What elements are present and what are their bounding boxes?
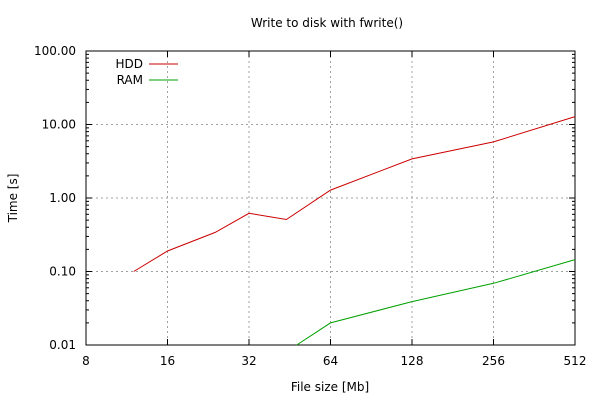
x-tick-label: 32: [241, 354, 256, 368]
series-line-ram: [296, 259, 576, 346]
axes: 8 16 32 64 128 256 512 0.01 0.10 1.00 10.00 100.00: [34, 44, 586, 368]
y-tick-label: 0.01: [49, 338, 76, 352]
y-tick-label: 0.10: [49, 265, 76, 279]
y-tick-label: 10.00: [42, 118, 76, 132]
y-tick-label: 1.00: [49, 191, 76, 205]
y-tick-label: 100.00: [34, 44, 76, 58]
x-tick-label: 256: [482, 354, 505, 368]
grid: [86, 51, 575, 345]
plot-series: [133, 116, 576, 346]
legend: HDD RAM: [115, 57, 178, 87]
chart-title: Write to disk with fwrite(): [251, 16, 403, 30]
x-tick-label: 64: [323, 354, 338, 368]
series-line-hdd: [133, 116, 576, 272]
x-axis-label: File size [Mb]: [291, 380, 369, 394]
x-tick-label: 16: [160, 354, 175, 368]
x-tick-label: 512: [564, 354, 587, 368]
x-tick-label: 8: [82, 354, 90, 368]
legend-label-hdd: HDD: [115, 57, 143, 71]
legend-label-ram: RAM: [117, 73, 143, 87]
y-axis-label: Time [s]: [6, 174, 20, 224]
x-tick-label: 128: [401, 354, 424, 368]
